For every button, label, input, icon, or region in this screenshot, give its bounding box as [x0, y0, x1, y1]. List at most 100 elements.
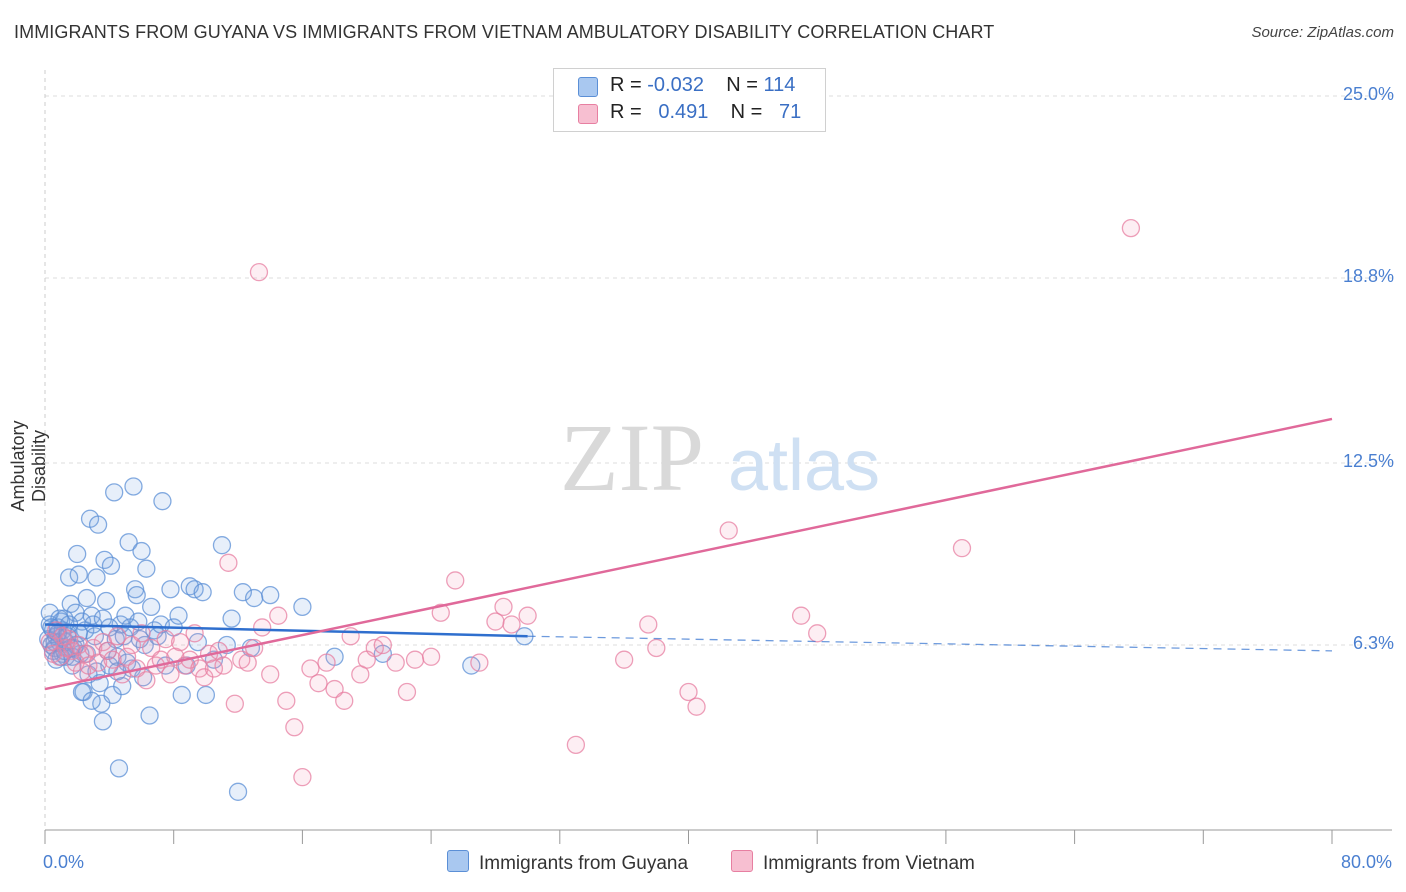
data-point: [161, 580, 180, 599]
data-point: [244, 638, 264, 658]
series-vietnam-points: [40, 218, 1141, 787]
data-point: [101, 556, 121, 575]
data-point: [88, 515, 108, 534]
data-point: [87, 568, 106, 587]
data-point: [93, 712, 113, 731]
bottom-legend-guyana: Immigrants from Guyana: [447, 850, 688, 875]
watermark-zip: ZIP: [560, 404, 704, 511]
data-point: [341, 627, 360, 646]
data-point: [518, 606, 537, 625]
data-point: [61, 594, 80, 614]
data-point: [84, 638, 103, 658]
data-point: [269, 606, 288, 625]
bottom-legend-label-guyana: Immigrants from Guyana: [479, 853, 689, 874]
legend-n-value-guyana: 114: [763, 74, 796, 96]
data-point: [142, 597, 161, 617]
data-point: [108, 627, 127, 646]
data-point: [301, 659, 320, 678]
data-point: [293, 768, 312, 787]
data-point: [317, 653, 336, 672]
data-point: [647, 638, 666, 658]
data-point: [687, 697, 706, 716]
data-point: [124, 477, 143, 496]
data-point: [88, 653, 108, 672]
axes: [44, 829, 1392, 844]
data-point: [249, 263, 269, 282]
data-point: [59, 630, 79, 649]
data-point: [325, 679, 344, 699]
data-point: [156, 630, 175, 649]
data-point: [40, 603, 59, 622]
bottom-legend-label-vietnam: Immigrants from Vietnam: [763, 853, 975, 874]
watermark: ZIP atlas: [560, 404, 880, 511]
data-point: [397, 682, 417, 702]
y-tick-label: 12.5%: [1342, 451, 1394, 471]
data-point: [193, 583, 212, 602]
data-point: [494, 597, 513, 617]
data-point: [122, 635, 142, 655]
data-point: [285, 718, 304, 737]
data-point: [421, 647, 441, 666]
data-point: [140, 706, 159, 725]
data-point: [808, 624, 827, 643]
bottom-legend-swatch-guyana: [447, 850, 469, 872]
data-point: [335, 691, 354, 710]
data-point: [96, 591, 116, 611]
trend-line-guyana: [44, 623, 528, 638]
data-point: [169, 606, 188, 625]
data-point: [502, 615, 521, 634]
data-point: [261, 585, 280, 605]
legend-n-label: N =: [730, 101, 763, 123]
data-point: [1121, 218, 1141, 238]
data-point: [253, 618, 272, 637]
data-point: [68, 544, 87, 564]
data-point: [225, 694, 244, 713]
legend-n-value-vietnam: 71: [779, 101, 802, 123]
watermark-atlas: atlas: [728, 426, 880, 506]
bottom-legend-swatch-vietnam: [731, 850, 753, 872]
data-point: [109, 759, 129, 778]
data-point: [405, 650, 425, 669]
x-tick-max: 80.0%: [1340, 852, 1392, 872]
data-point: [373, 635, 392, 655]
data-point: [615, 650, 634, 669]
data-point: [172, 685, 191, 705]
data-point: [446, 571, 465, 590]
y-axis-label: Ambulatory Disability: [8, 420, 49, 512]
data-point: [293, 597, 312, 617]
data-point: [791, 606, 811, 625]
data-point: [431, 603, 450, 622]
data-point: [214, 656, 233, 675]
trend-line-vietnam: [44, 417, 1333, 691]
legend-n-label: N =: [726, 74, 758, 96]
trend-lines: [44, 417, 1333, 691]
data-point: [222, 609, 241, 628]
data-point: [679, 682, 698, 702]
legend-swatch-vietnam: [578, 104, 598, 124]
data-point: [386, 653, 405, 672]
data-point: [77, 588, 96, 608]
legend-r-value-guyana: -0.032: [647, 74, 704, 96]
stats-legend: R = -0.032 N = 114 R = 0.491 N = 71: [553, 68, 826, 132]
legend-r-label: R =: [610, 101, 642, 123]
gridlines: [44, 70, 1392, 830]
data-point: [137, 559, 156, 578]
data-point: [132, 624, 151, 643]
data-point: [196, 685, 216, 705]
data-point: [244, 588, 264, 608]
data-point: [470, 653, 489, 672]
legend-swatch-guyana: [578, 77, 598, 97]
data-point: [719, 521, 738, 540]
data-point: [277, 691, 296, 710]
x-tick-min: 0.0%: [43, 852, 85, 872]
data-point: [219, 553, 238, 572]
series-guyana-points: [39, 477, 534, 801]
data-point: [153, 492, 172, 511]
data-point: [952, 538, 972, 558]
legend-r-label: R =: [610, 74, 642, 96]
legend-r-value-vietnam: 0.491: [658, 101, 709, 123]
data-point: [69, 565, 88, 584]
data-point: [127, 585, 146, 605]
data-point: [261, 665, 280, 684]
